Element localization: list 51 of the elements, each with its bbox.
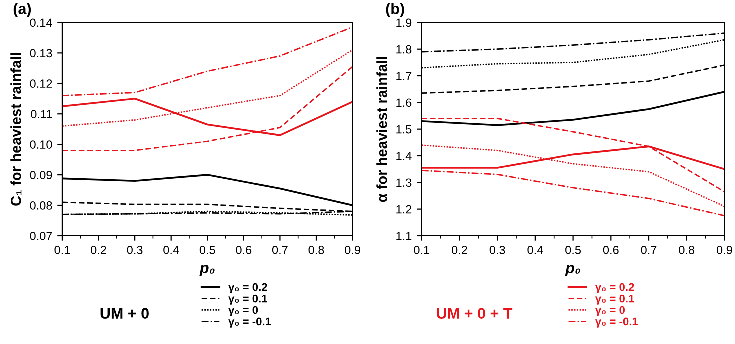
y-tick-label: 0.10 xyxy=(30,140,52,149)
y-tick-label: 1.6 xyxy=(396,98,412,108)
x-axis-title: p₀ xyxy=(200,265,215,277)
y-tick-label: 0.13 xyxy=(30,49,52,58)
x-tick-label: 0.8 xyxy=(679,246,695,254)
y-axis-title: C₁ for heaviest rainfall xyxy=(10,53,22,206)
legend-label: γ₀ = 0.2 xyxy=(228,283,268,294)
y-tick-label: 1.7 xyxy=(396,72,412,80)
legend-label: γ₀ = 0.2 xyxy=(595,283,634,294)
y-tick-label: 0.09 xyxy=(30,171,52,180)
x-tick-label: 0.9 xyxy=(345,246,360,254)
y-tick-label: 1.9 xyxy=(396,18,412,28)
x-tick-label: 0.2 xyxy=(91,246,106,254)
x-tick-label: 0.3 xyxy=(490,246,506,254)
y-tick-label: 1.8 xyxy=(396,45,412,54)
x-tick-label: 0.5 xyxy=(200,246,216,254)
y-tick-label: 0.07 xyxy=(30,232,52,240)
y-tick-label: 1.2 xyxy=(396,205,412,214)
legend-label: γ₀ = 0.1 xyxy=(595,294,634,305)
x-tick-label: 0.1 xyxy=(54,246,70,254)
y-tick-label: 1.4 xyxy=(396,152,412,160)
y-tick-label: 0.11 xyxy=(31,110,52,119)
x-tick-label: 0.6 xyxy=(236,246,252,254)
y-tick-label: 0.14 xyxy=(30,18,52,28)
legend-label: γ₀ = 0.1 xyxy=(228,294,268,305)
legend-label: γ₀ = 0 xyxy=(228,306,258,316)
legend-title: UM + 0 xyxy=(100,308,149,319)
y-tick-label: 1.1 xyxy=(396,232,412,240)
legend-label: γ₀ = -0.1 xyxy=(595,318,638,328)
x-tick-label: 0.4 xyxy=(528,246,544,254)
x-tick-label: 0.3 xyxy=(127,246,143,254)
x-tick-label: 0.7 xyxy=(272,246,288,254)
legend-label: γ₀ = -0.1 xyxy=(228,318,272,328)
y-tick-label: 0.12 xyxy=(30,80,52,88)
x-tick-label: 0.2 xyxy=(452,246,468,254)
legend-label: γ₀ = 0 xyxy=(595,306,625,316)
x-tick-label: 0.9 xyxy=(716,246,732,254)
y-tick-label: 0.08 xyxy=(30,202,52,210)
x-tick-label: 0.4 xyxy=(164,246,180,254)
y-tick-label: 1.3 xyxy=(396,178,412,188)
x-tick-label: 0.7 xyxy=(641,246,657,254)
x-tick-label: 0.8 xyxy=(308,246,324,254)
x-tick-label: 0.6 xyxy=(603,246,619,254)
chart-title: (a) xyxy=(14,3,32,18)
y-tick-label: 1.5 xyxy=(396,126,412,134)
chart-title: (b) xyxy=(386,3,404,18)
x-tick-label: 0.5 xyxy=(566,246,582,254)
x-axis-title: p₀ xyxy=(565,265,580,277)
y-axis-title: α for heaviest rainfall xyxy=(376,57,388,202)
x-tick-label: 0.1 xyxy=(414,246,430,254)
legend-title: UM + 0 + T xyxy=(437,308,513,319)
